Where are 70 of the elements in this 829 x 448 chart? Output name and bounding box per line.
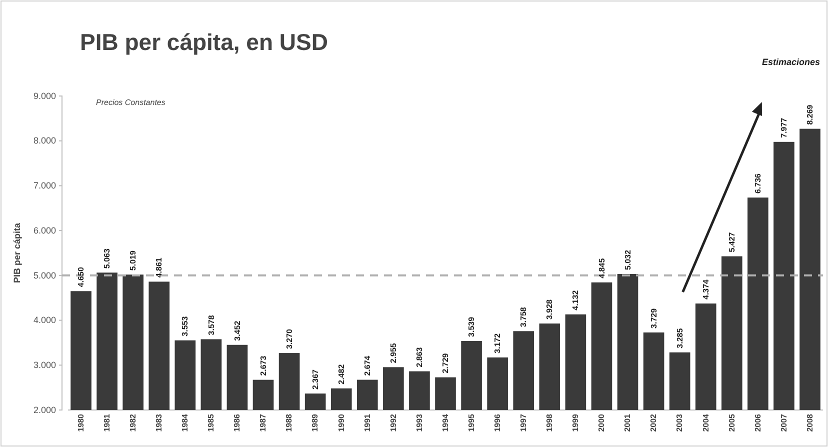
y-tick-label: 3.000: [33, 360, 56, 370]
x-tick-label: 2003: [675, 413, 684, 432]
data-label: 3.172: [493, 332, 502, 354]
x-tick-label: 2005: [727, 413, 736, 432]
data-label: 8.269: [806, 104, 815, 125]
data-label: 3.578: [206, 314, 216, 336]
data-label: 6.736: [753, 172, 762, 194]
data-label: 3.729: [649, 308, 658, 328]
data-label: 4.650: [76, 266, 86, 288]
x-tick-label: 2001: [623, 413, 632, 432]
data-label: 3.452: [232, 320, 242, 341]
x-tick-label: 1986: [232, 413, 242, 432]
data-label: 3.758: [519, 306, 528, 328]
data-label: 7.977: [780, 117, 789, 138]
x-tick-label: 2004: [701, 413, 710, 432]
x-tick-label: 2007: [779, 413, 788, 432]
x-tick-label: 1999: [571, 413, 580, 432]
x-tick-label: 1994: [440, 413, 450, 432]
text: Estimaciones: [762, 57, 820, 67]
x-tick-label: 1993: [414, 413, 424, 432]
y-tick-label: 4.000: [33, 315, 56, 326]
data-label: 4.132: [571, 290, 580, 310]
x-tick-label: 1992: [388, 413, 398, 432]
x-tick-label: 1984: [180, 413, 190, 432]
x-tick-label: 1988: [284, 413, 294, 432]
y-tick-label: 2.000: [33, 404, 56, 415]
data-label: 5.019: [128, 250, 138, 271]
x-tick-label: 1991: [362, 413, 372, 432]
data-label: 5.063: [102, 248, 112, 269]
data-label: 5.032: [623, 249, 632, 270]
x-tick-label: 2002: [649, 413, 658, 432]
y-tick-label: 9.000: [33, 90, 56, 101]
y-tick-label: 6.000: [33, 225, 56, 236]
x-tick-label: 1982: [128, 413, 138, 432]
data-label: 2.729: [441, 352, 450, 374]
x-tick-label: 1987: [258, 413, 268, 432]
x-tick-label: 1980: [76, 413, 86, 432]
data-label: 2.674: [362, 355, 372, 376]
data-label: 2.955: [388, 342, 398, 364]
data-label: 2.367: [310, 368, 320, 390]
y-tick-label: 5.000: [33, 270, 56, 280]
x-tick-label: 1985: [206, 413, 216, 432]
annotation: Precios Constantes: [96, 98, 166, 107]
x-tick-label: 1983: [154, 413, 164, 432]
data-label: 4.845: [597, 258, 606, 278]
x-tick-label: 1996: [492, 413, 502, 432]
x-tick-label: 1989: [310, 413, 320, 432]
data-label: 3.928: [545, 298, 554, 320]
x-tick-label: 1990: [336, 413, 346, 432]
x-tick-label: 1997: [519, 413, 528, 432]
x-tick-label: 1995: [466, 413, 476, 432]
chart-title: PIB per cápita, en USD: [80, 29, 328, 55]
x-tick-label: 2006: [753, 413, 762, 432]
y-tick-label: 7.000: [33, 180, 56, 191]
y-axis-title: PIB per cápita: [12, 222, 22, 284]
data-label: 3.539: [467, 316, 476, 337]
data-label: 5.427: [727, 232, 736, 252]
data-label: 3.285: [675, 328, 684, 348]
x-tick-label: 1981: [102, 413, 112, 432]
x-tick-label: 1998: [545, 413, 554, 432]
data-label: 4.374: [701, 278, 710, 300]
data-label: 2.673: [258, 355, 268, 376]
y-tick-label: 8.000: [33, 136, 56, 146]
data-label: 2.863: [415, 346, 424, 368]
data-label: 4.861: [154, 257, 164, 278]
data-label: 3.270: [284, 328, 294, 350]
x-tick-label: 2000: [597, 413, 606, 432]
data-label: 3.553: [180, 316, 190, 336]
x-tick-label: 2008: [805, 413, 814, 432]
data-label: 2.482: [336, 364, 346, 384]
